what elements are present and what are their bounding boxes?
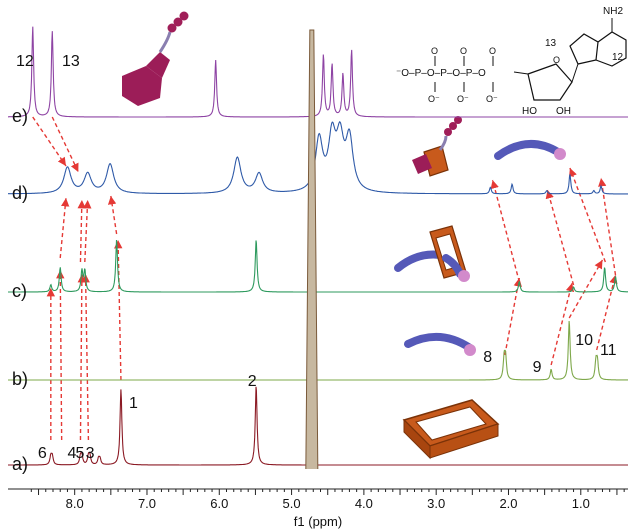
shift-arrow [550, 282, 575, 366]
free-guest-icon [494, 139, 566, 160]
x-tick-label: 2.0 [499, 496, 517, 511]
bond-line [513, 71, 529, 75]
peak-label-8: 8 [483, 349, 492, 366]
amine-label: NH2 [603, 6, 623, 17]
x-tick-label: 7.0 [138, 496, 156, 511]
host-box-icon [402, 399, 500, 460]
x-axis-label: f1 (ppm) [294, 514, 342, 529]
pseudorotaxane-icon [394, 225, 470, 282]
spectra-traces [8, 26, 628, 470]
spectrum-row-label: d) [12, 183, 28, 203]
spectrum-row-label: c) [12, 281, 27, 301]
spectrum-trace-d [8, 121, 628, 195]
oxygen-atom-label: O⁻ [457, 94, 469, 104]
shift-arrow [77, 273, 87, 441]
oxygen-atom-label: O⁻ [428, 94, 440, 104]
imidazole-ring [569, 33, 599, 65]
adenine-h13-label: 13 [545, 38, 557, 49]
shift-arrow [545, 189, 575, 286]
hydroxyl-label: HO [522, 106, 537, 117]
peak-label-10: 10 [575, 332, 593, 349]
oxygen-atom-label: O [431, 46, 438, 56]
shift-arrow [490, 179, 521, 283]
shift-arrow [32, 116, 67, 167]
x-tick-label: 5.0 [283, 496, 301, 511]
shift-arrow [596, 274, 618, 351]
shift-arrow [107, 195, 118, 235]
x-tick-label: 3.0 [427, 496, 445, 511]
oxygen-atom-label: O [489, 46, 496, 56]
spectrum-row-label: e) [12, 106, 28, 126]
shift-arrow [598, 177, 617, 276]
peak-label-9: 9 [533, 359, 542, 376]
atp-ring-complex-icon [412, 116, 462, 177]
oxygen-atom-label: O⁻ [486, 94, 498, 104]
adenine-h12-label: 12 [612, 52, 624, 63]
peak-label-12: 12 [16, 53, 34, 70]
oxygen-atom-label: O [553, 55, 560, 65]
x-tick-label: 6.0 [210, 496, 228, 511]
spectrum-trace-b [8, 320, 628, 381]
pyrimidine-ring [595, 31, 627, 67]
oxygen-atom-label: O [460, 46, 467, 56]
peak-label-1: 1 [129, 395, 138, 412]
peak-label-2: 2 [248, 373, 257, 390]
atp-structure-drawing: ⁻O–P–O–P–O–P–O O O O O⁻ O⁻ O⁻ O HO OH NH2 13 12 [396, 6, 627, 117]
peak-label-11: 11 [600, 342, 617, 359]
shift-arrow [56, 269, 65, 441]
peak-label-13: 13 [62, 53, 80, 70]
shift-arrow [77, 199, 86, 263]
correlation-arrows [32, 116, 618, 441]
peak-label-6: 6 [38, 445, 47, 462]
shift-arrow [568, 167, 607, 263]
solvent-peak [305, 29, 319, 470]
peak-label-4: 4 [68, 445, 77, 462]
hydroxyl-label: OH [556, 106, 571, 117]
spectrum-row-label: b) [12, 369, 28, 389]
x-tick-label: 1.0 [572, 496, 590, 511]
shift-arrow [59, 197, 70, 259]
bond-line [571, 63, 579, 83]
spectrum-trace-c [8, 239, 628, 293]
spectrum-row-label: a) [12, 454, 28, 474]
shift-arrow [114, 239, 123, 381]
x-tick-label: 8.0 [66, 496, 84, 511]
ribose-ring [527, 63, 573, 101]
guest-chain-icon [404, 332, 476, 356]
shift-arrow [51, 116, 79, 173]
shift-arrow [81, 273, 90, 441]
peak-label-5: 5 [76, 445, 85, 462]
x-tick-label: 4.0 [355, 496, 373, 511]
x-axis: 8.0 7.0 6.0 5.0 4.0 3.0 2.0 1.0 [8, 488, 628, 511]
phosphate-chain-label: ⁻O–P–O–P–O–P–O [396, 68, 486, 79]
peak-label-3: 3 [86, 445, 95, 462]
atp-cartoon-icon [122, 11, 189, 106]
shift-arrow [83, 199, 92, 263]
spectrum-trace-e [8, 26, 628, 118]
